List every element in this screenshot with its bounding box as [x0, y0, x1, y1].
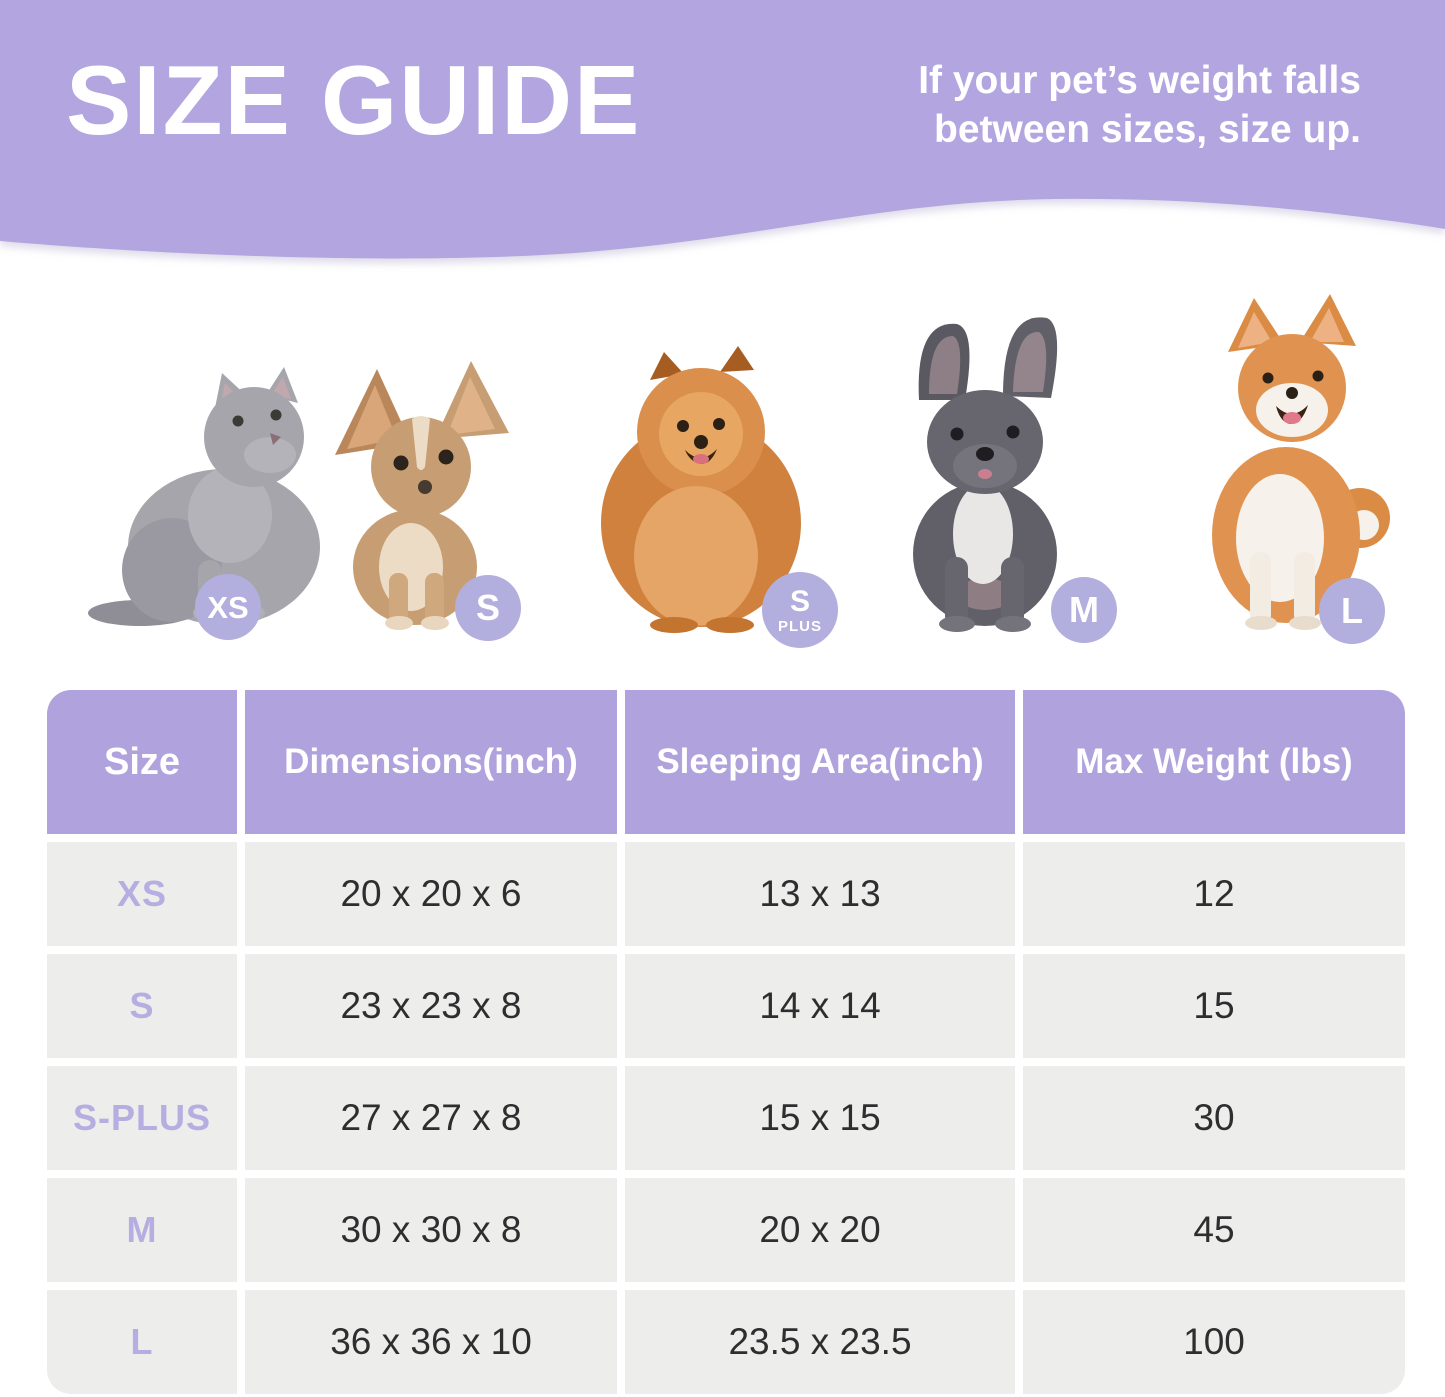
row-xs-max-weight: 12: [1023, 842, 1405, 946]
size-badge-s-plus: S PLUS: [762, 572, 838, 648]
column-header-size: Size: [47, 690, 237, 834]
badge-label: XS: [207, 589, 249, 625]
row-splus-max-weight: 30: [1023, 1066, 1405, 1170]
row-l-max-weight: 100: [1023, 1290, 1405, 1394]
badge-sublabel: PLUS: [777, 617, 822, 635]
badge-label: M: [1069, 589, 1099, 630]
row-splus-size: S-PLUS: [47, 1066, 237, 1170]
pet-photo-chihuahua: [313, 355, 528, 630]
pet-photo-pomeranian: [598, 338, 808, 633]
chihuahua-illustration: [335, 361, 509, 630]
column-header-dimensions: Dimensions(inch): [245, 690, 617, 834]
row-s-dimensions: 23 x 23 x 8: [245, 954, 617, 1058]
size-badge-s: S: [455, 575, 521, 641]
pet-photo-shiba-inu: [1188, 290, 1393, 630]
size-table: Size Dimensions(inch) Sleeping Area(inch…: [47, 690, 1405, 1394]
size-badge-l: L: [1319, 578, 1385, 644]
column-header-sleeping-area: Sleeping Area(inch): [625, 690, 1015, 834]
row-l-dimensions: 36 x 36 x 10: [245, 1290, 617, 1394]
row-s-sleeping-area: 14 x 14: [625, 954, 1015, 1058]
row-m-max-weight: 45: [1023, 1178, 1405, 1282]
row-s-max-weight: 15: [1023, 954, 1405, 1058]
row-splus-dimensions: 27 x 27 x 8: [245, 1066, 617, 1170]
pet-photo-french-bulldog: [885, 302, 1085, 632]
shiba-inu-illustration: [1212, 294, 1390, 630]
row-l-sleeping-area: 23.5 x 23.5: [625, 1290, 1015, 1394]
pomeranian-illustration: [601, 346, 801, 633]
sizing-note: If your pet’s weight falls between sizes…: [918, 56, 1361, 154]
sizing-note-line1: If your pet’s weight falls: [918, 59, 1361, 102]
french-bulldog-illustration: [913, 317, 1058, 632]
wave-shape: [0, 0, 1445, 259]
row-xs-dimensions: 20 x 20 x 6: [245, 842, 617, 946]
header-banner: SIZE GUIDE If your pet’s weight falls be…: [0, 0, 1445, 300]
badge-label: S: [789, 584, 810, 618]
row-xs-sleeping-area: 13 x 13: [625, 842, 1015, 946]
row-m-size: M: [47, 1178, 237, 1282]
size-badge-xs: XS: [195, 574, 261, 640]
row-xs-size: XS: [47, 842, 237, 946]
badge-label: L: [1341, 590, 1363, 631]
column-header-max-weight: Max Weight (lbs): [1023, 690, 1405, 834]
size-badge-m: M: [1051, 577, 1117, 643]
row-m-sleeping-area: 20 x 20: [625, 1178, 1015, 1282]
row-s-size: S: [47, 954, 237, 1058]
page-title: SIZE GUIDE: [66, 45, 642, 155]
row-m-dimensions: 30 x 30 x 8: [245, 1178, 617, 1282]
badge-label: S: [475, 587, 500, 628]
sizing-note-line2: between sizes, size up.: [934, 108, 1361, 152]
row-l-size: L: [47, 1290, 237, 1394]
row-splus-sleeping-area: 15 x 15: [625, 1066, 1015, 1170]
